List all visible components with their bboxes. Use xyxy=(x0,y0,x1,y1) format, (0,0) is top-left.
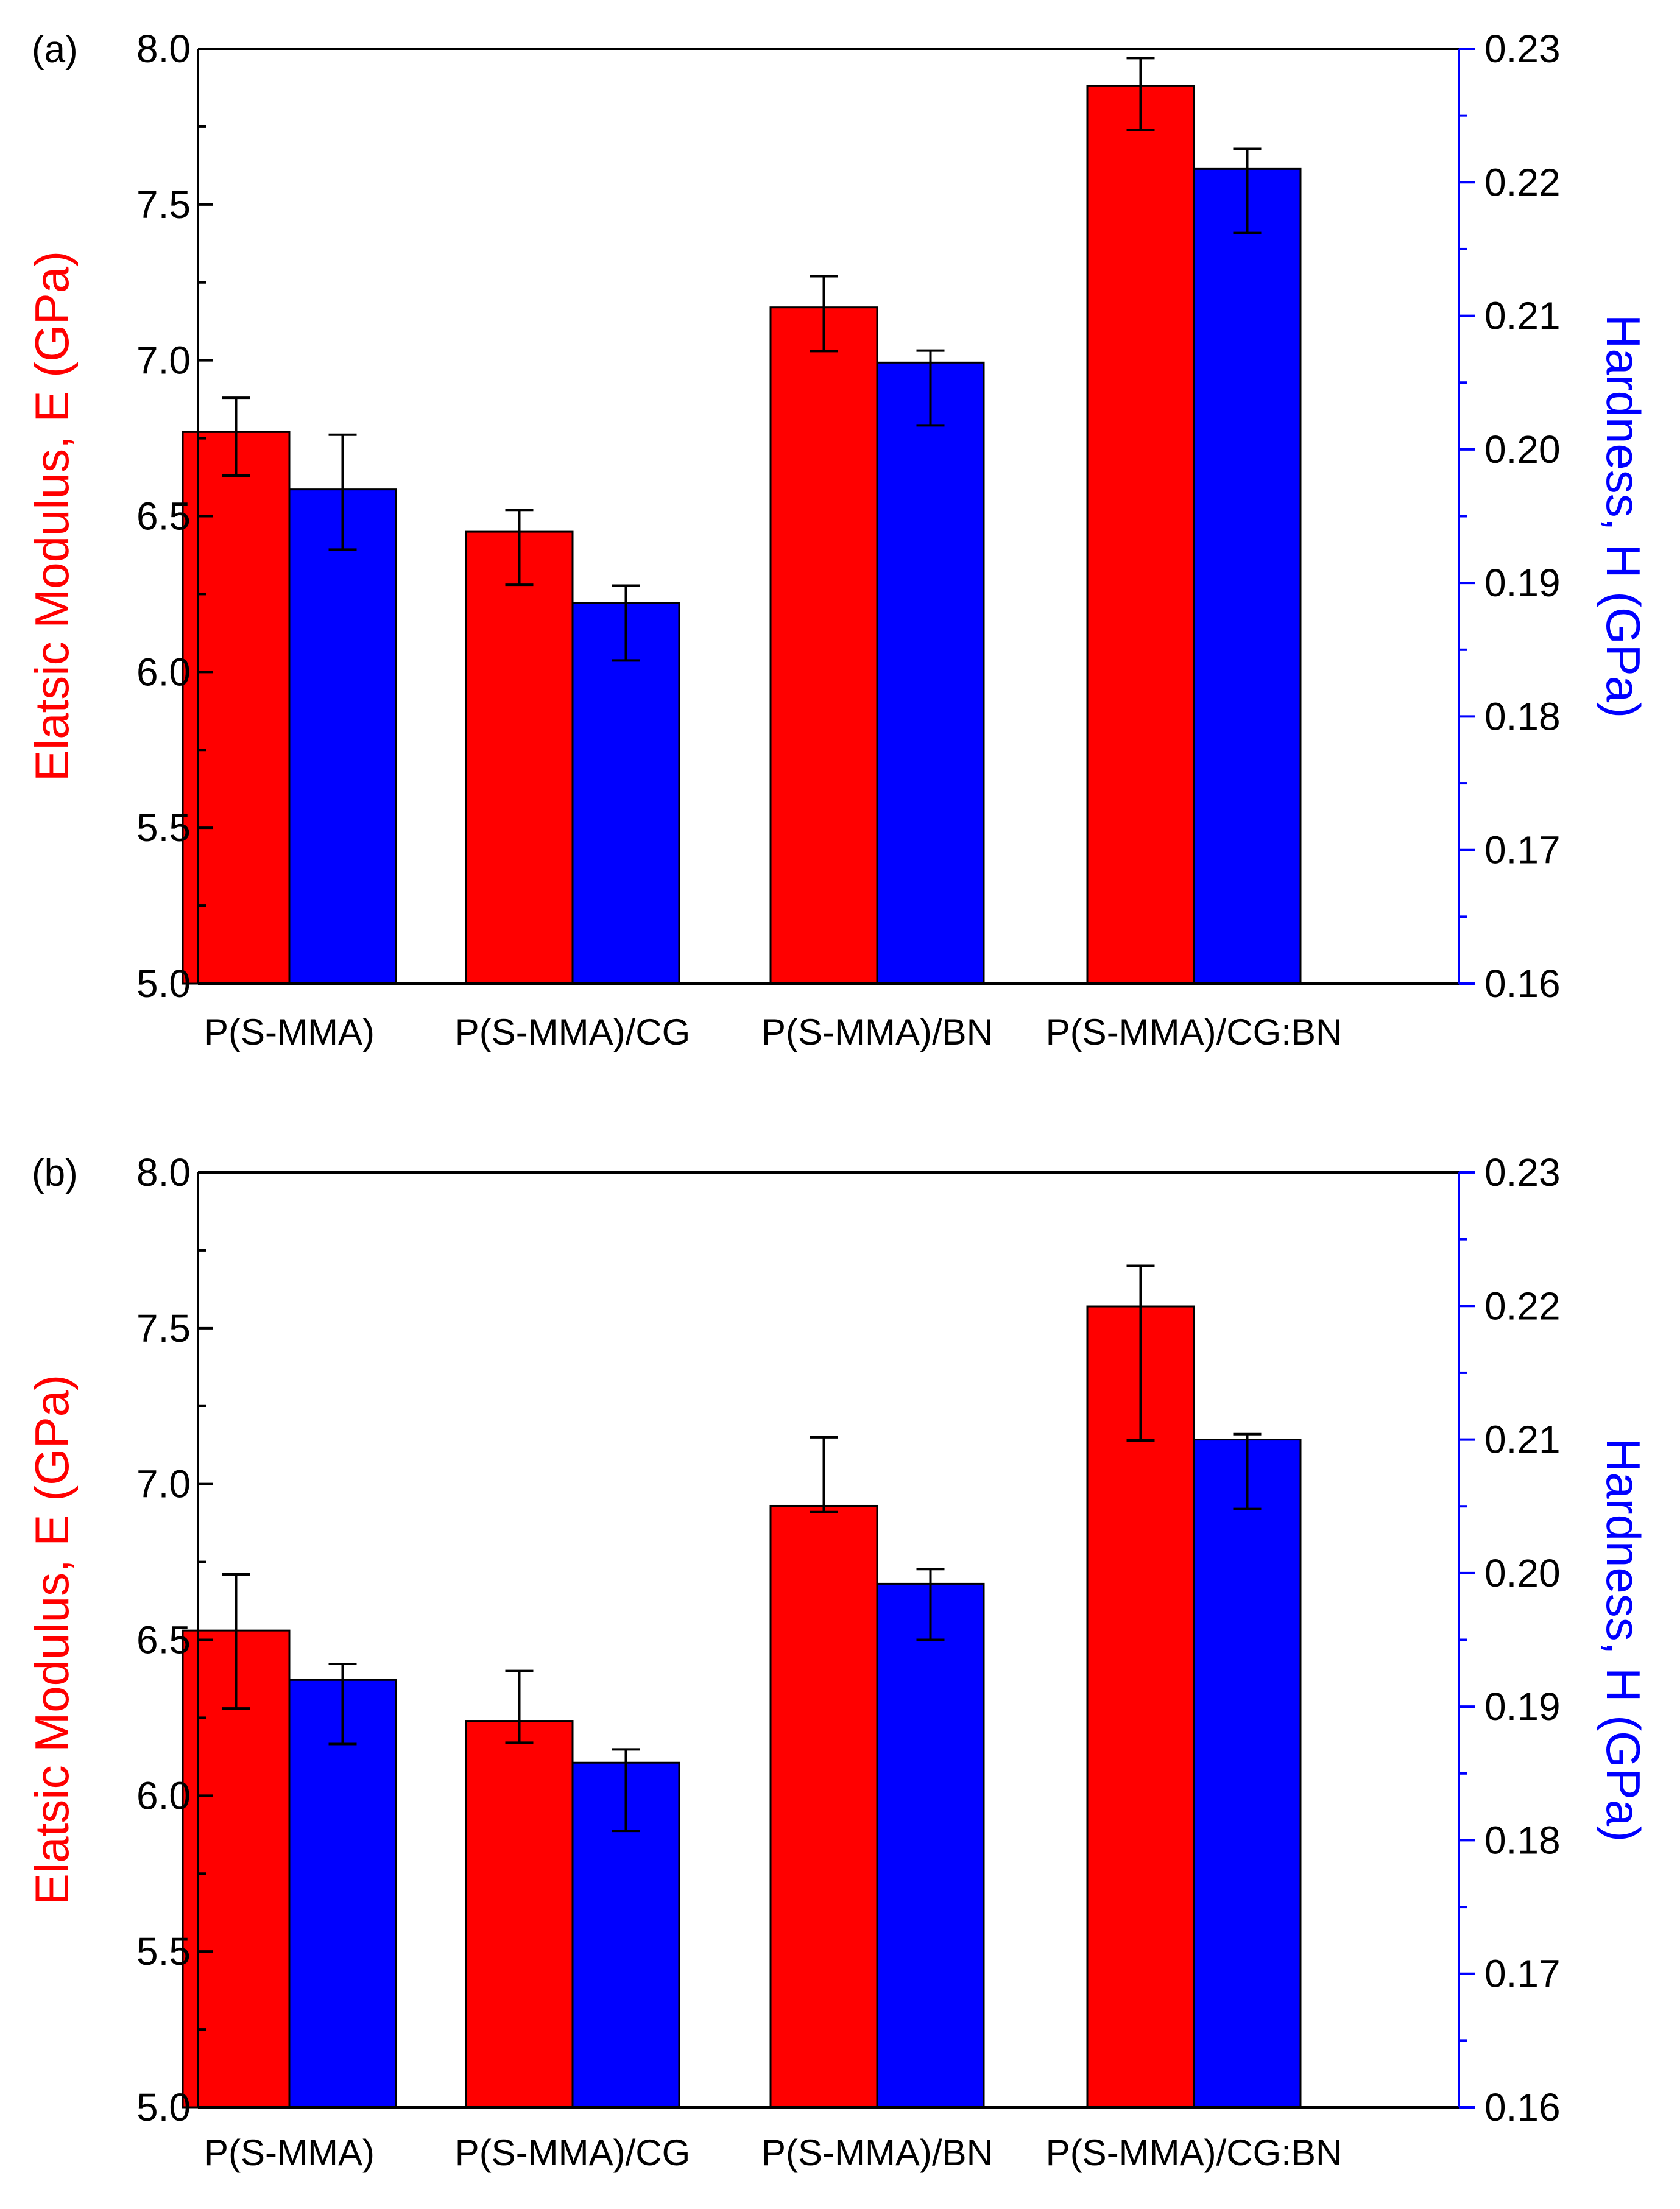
left-tick-label: 6.5 xyxy=(136,1618,191,1662)
right-tick-label: 0.20 xyxy=(1484,428,1561,471)
right-tick-label: 0.22 xyxy=(1484,1284,1561,1328)
hardness-bar xyxy=(1193,1439,1302,2109)
left-tick-label: 6.0 xyxy=(136,650,191,694)
left-tick-label: 7.0 xyxy=(136,339,191,382)
category-label: P(S-MMA)/CG:BN xyxy=(1046,1012,1343,1052)
left-tick-label: 6.0 xyxy=(136,1774,191,1817)
left-tick-label: 5.5 xyxy=(136,1929,191,1973)
category-label: P(S-MMA)/BN xyxy=(761,2132,993,2173)
right-tick-label: 0.19 xyxy=(1484,561,1561,605)
modulus-bar xyxy=(465,1720,574,2109)
modulus-bar xyxy=(769,1504,878,2109)
modulus-bar xyxy=(465,530,574,985)
right-tick-label: 0.21 xyxy=(1484,294,1561,338)
category-label: P(S-MMA) xyxy=(204,2132,375,2173)
right-tick-label: 0.21 xyxy=(1484,1418,1561,1462)
category-label: P(S-MMA) xyxy=(204,1012,375,1052)
left-tick-label: 7.5 xyxy=(136,1306,191,1350)
hardness-bar xyxy=(288,488,397,985)
hardness-bar xyxy=(288,1679,397,2109)
right-tick-label: 0.20 xyxy=(1484,1551,1561,1595)
left-tick-label: 8.0 xyxy=(136,27,191,71)
left-tick-label: 5.0 xyxy=(136,962,191,1006)
right-tick-label: 0.22 xyxy=(1484,160,1561,204)
right-tick-label: 0.18 xyxy=(1484,1818,1561,1862)
category-label: P(S-MMA)/CG xyxy=(455,2132,691,2173)
left-axis-title: Elatsic Modulus, E (GPa) xyxy=(25,1375,79,1905)
left-tick-label: 7.0 xyxy=(136,1462,191,1506)
hardness-bar xyxy=(876,361,985,985)
right-axis-title: Hardness, H (GPa) xyxy=(1597,1438,1650,1842)
chart-panel-a: 5.0 5.5 6.0 6.5 7.0 7.5 8.0 0.16 0.17 0.18 0.19 0.2… xyxy=(25,27,1650,1052)
right-tick-label: 0.16 xyxy=(1484,2085,1561,2129)
right-tick-label: 0.16 xyxy=(1484,962,1561,1006)
modulus-bar xyxy=(1086,85,1195,985)
modulus-bar xyxy=(769,306,878,985)
chart-panel-b: 5.0 5.5 6.0 6.5 7.0 7.5 8.0 0.16 0.17 0.18 0.19 0.2… xyxy=(25,1150,1650,2173)
right-tick-label: 0.23 xyxy=(1484,1150,1561,1194)
right-tick-label: 0.18 xyxy=(1484,694,1561,738)
right-tick-label: 0.17 xyxy=(1484,1952,1561,1996)
left-tick-label: 6.5 xyxy=(136,495,191,538)
panel-label: (b) xyxy=(32,1152,78,1194)
left-axis-title: Elatsic Modulus, E (GPa) xyxy=(25,251,79,781)
left-tick-label: 5.0 xyxy=(136,2085,191,2129)
right-axis-title: Hardness, H (GPa) xyxy=(1597,314,1650,718)
hardness-bar xyxy=(876,1582,985,2109)
hardness-bar xyxy=(571,602,680,985)
left-tick-label: 7.5 xyxy=(136,183,191,227)
panel-label: (a) xyxy=(32,29,78,71)
left-tick-label: 5.5 xyxy=(136,806,191,850)
category-label: P(S-MMA)/CG:BN xyxy=(1046,2132,1343,2173)
hardness-bar xyxy=(1193,167,1302,985)
category-label: P(S-MMA)/CG xyxy=(455,1012,691,1052)
category-label: P(S-MMA)/BN xyxy=(761,1012,993,1052)
left-tick-label: 8.0 xyxy=(136,1150,191,1194)
right-tick-label: 0.17 xyxy=(1484,828,1561,872)
right-tick-label: 0.19 xyxy=(1484,1685,1561,1728)
right-tick-label: 0.23 xyxy=(1484,27,1561,71)
modulus-bar xyxy=(182,431,291,985)
